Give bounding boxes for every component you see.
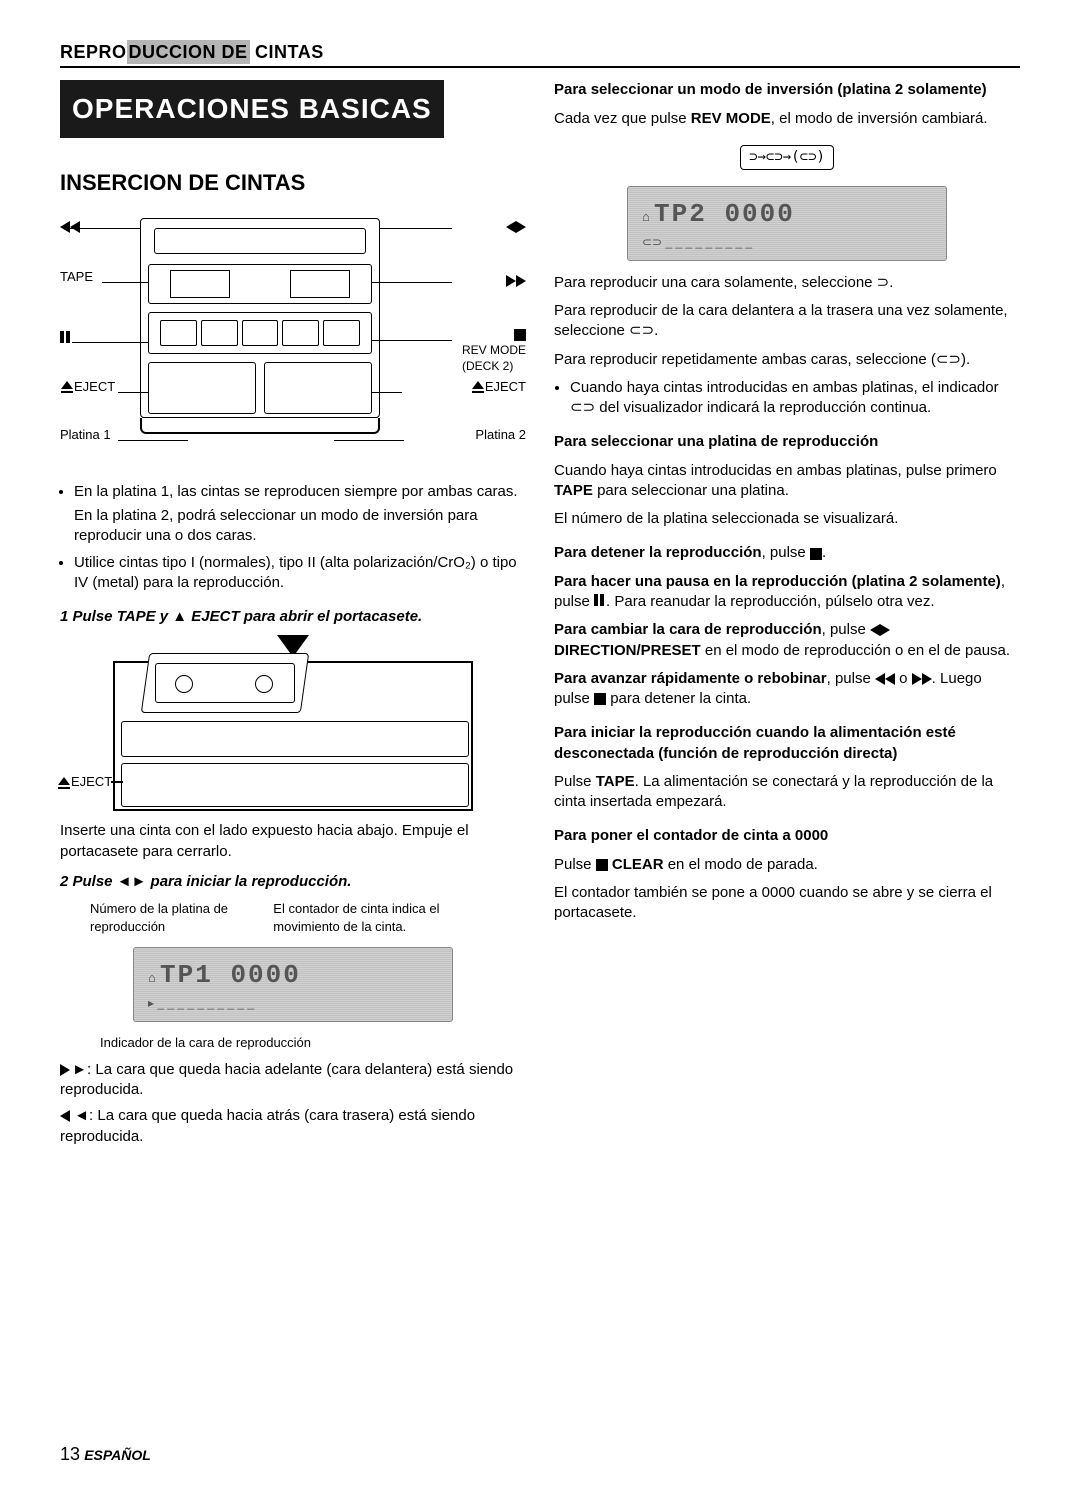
- lbl-ffwd: [506, 268, 526, 292]
- lbl-revmode: REV MODE (DECK 2): [462, 342, 526, 374]
- play-fwd-icon: [60, 1064, 70, 1076]
- display1-wrap: ⌂ TP1 0000 ▸ _ _ _ _ _ _ _ _ _ _: [60, 947, 526, 1022]
- cap-top-left: Número de la platina de reproducción: [90, 900, 261, 935]
- arrow-back-desc: ◄: La cara que queda hacia atrás (cara t…: [60, 1106, 526, 1147]
- stop-line: Para detener la reproducción, pulse .: [554, 543, 1020, 563]
- counter-body1: Pulse CLEAR en el modo de parada.: [554, 855, 1020, 875]
- arrow-fwd-desc: ►: La cara que queda hacia adelante (car…: [60, 1060, 526, 1101]
- page-header: REPRODUCCION DE CINTAS: [60, 40, 1020, 68]
- lbl-eject-fig: EJECT: [57, 773, 112, 791]
- step1-title: 1 Pulse TAPE y ▲ EJECT para abrir el por…: [60, 607, 526, 627]
- sel-mode-title: Para seleccionar un modo de inversión (p…: [554, 80, 1020, 100]
- left-column: OPERACIONES BASICAS INSERCION DE CINTAS …: [60, 80, 526, 1153]
- device-drawing: [140, 218, 380, 438]
- lbl-rewind: [60, 214, 80, 238]
- sel-deck-title: Para seleccionar una platina de reproduc…: [554, 432, 1020, 452]
- direct-title: Para iniciar la reproducción cuando la a…: [554, 723, 1020, 764]
- lbl-eject-r: EJECT: [471, 378, 526, 396]
- side-line: Para cambiar la cara de reproducción, pu…: [554, 620, 1020, 661]
- playmode-1: Para reproducir una cara solamente, sele…: [554, 273, 1020, 293]
- step1-caption: Inserte una cinta con el lado expuesto h…: [60, 821, 526, 862]
- block-controls: Para detener la reproducción, pulse . Pa…: [554, 543, 1020, 709]
- rev-cycle: ⊃→⊂⊃→(⊂⊃): [740, 145, 834, 170]
- device-figure: TAPE EJECT Platina 1 REV MODE (DECK 2) E…: [60, 208, 526, 468]
- display-captions-top: Número de la platina de reproducción El …: [90, 900, 496, 935]
- display-panel-2: ⌂ TP2 0000 ⊂⊃ _ _ _ _ _ _ _ _ _: [627, 186, 947, 261]
- cap-bottom: Indicador de la cara de reproducción: [100, 1034, 526, 1052]
- sel-deck-body1: Cuando haya cintas introducidas en ambas…: [554, 461, 1020, 502]
- play-back-icon: [60, 1110, 70, 1122]
- step2-title: 2 Pulse ◄► para iniciar la reproducción.: [60, 872, 526, 892]
- cassette-drawing: EJECT: [113, 661, 473, 811]
- sel-mode-body: Cada vez que pulse REV MODE, el modo de …: [554, 109, 1020, 129]
- block-direct: Para iniciar la reproducción cuando la a…: [554, 723, 1020, 812]
- lbl-play: [506, 214, 526, 238]
- lbl-eject-l: EJECT: [60, 378, 115, 396]
- lbl-platina2: Platina 2: [475, 426, 526, 444]
- sel-deck-body2: El número de la platina seleccionada se …: [554, 509, 1020, 529]
- playmode-4: Cuando haya cintas introducidas en ambas…: [570, 378, 1020, 419]
- page-lang: ESPAÑOL: [84, 1447, 151, 1463]
- band-title: OPERACIONES BASICAS: [60, 80, 444, 138]
- section-insercion: INSERCION DE CINTAS: [60, 168, 526, 198]
- counter-body2: El contador también se pone a 0000 cuand…: [554, 883, 1020, 924]
- block-sel-deck: Para seleccionar una platina de reproduc…: [554, 432, 1020, 529]
- notes-list: En la platina 1, las cintas se reproduce…: [60, 482, 526, 593]
- lbl-stop: [514, 326, 526, 344]
- block-revmode: Para seleccionar un modo de inversión (p…: [554, 80, 1020, 418]
- display-panel-1: ⌂ TP1 0000 ▸ _ _ _ _ _ _ _ _ _ _: [133, 947, 453, 1022]
- lbl-tape: TAPE: [60, 268, 93, 286]
- playmode-3: Para reproducir repetidamente ambas cara…: [554, 350, 1020, 370]
- columns: OPERACIONES BASICAS INSERCION DE CINTAS …: [60, 80, 1020, 1153]
- lbl-pause: [60, 328, 72, 350]
- direct-body: Pulse TAPE. La alimentación se conectará…: [554, 772, 1020, 813]
- right-column: Para seleccionar un modo de inversión (p…: [554, 80, 1020, 1153]
- hdr-right: CINTAS: [250, 42, 324, 62]
- counter-title: Para poner el contador de cinta a 0000: [554, 826, 1020, 846]
- display1-text: TP1 0000: [160, 960, 301, 990]
- note-item: Utilice cintas tipo I (normales), tipo I…: [74, 553, 526, 594]
- page-footer: 13 ESPAÑOL: [60, 1442, 151, 1466]
- display2-text: TP2 0000: [654, 199, 795, 229]
- ff-line: Para avanzar rápidamente o rebobinar, pu…: [554, 669, 1020, 710]
- note-item: En la platina 1, las cintas se reproduce…: [74, 482, 526, 547]
- hdr-smudge: DUCCION DE: [127, 40, 250, 64]
- hdr-left: REPRO: [60, 42, 127, 62]
- pause-line: Para hacer una pausa en la reproducción …: [554, 572, 1020, 613]
- page-number: 13: [60, 1444, 80, 1464]
- cassette-figure: EJECT: [113, 635, 473, 811]
- cassette-icon2: ⌂: [642, 209, 650, 224]
- cap-top-right: El contador de cinta indica el movimient…: [273, 900, 496, 935]
- revmode-fig: ⊃→⊂⊃→(⊂⊃) ⌂ TP2 0000 ⊂⊃ _ _ _ _ _ _ _ _ …: [554, 137, 1020, 261]
- playmode-2: Para reproducir de la cara delantera a l…: [554, 301, 1020, 342]
- lbl-platina1: Platina 1: [60, 426, 111, 444]
- cassette-icon: ⌂: [148, 970, 156, 985]
- block-counter: Para poner el contador de cinta a 0000 P…: [554, 826, 1020, 923]
